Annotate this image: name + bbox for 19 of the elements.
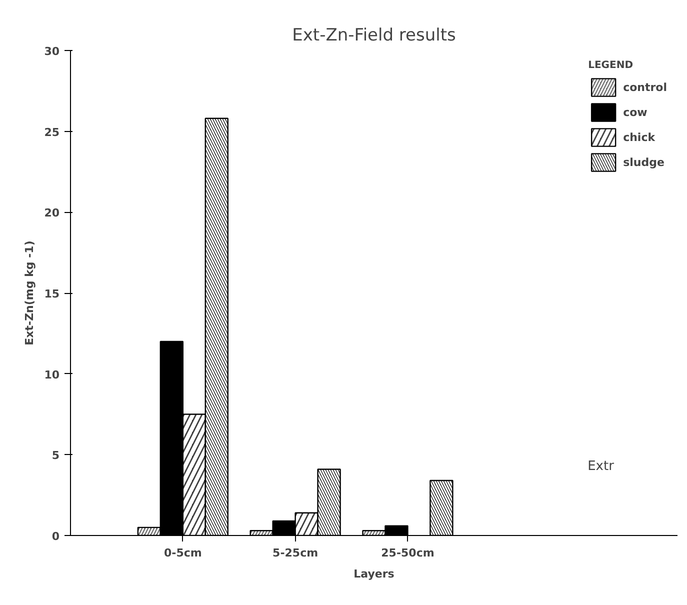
x-tick-label: 25-50cm [381, 546, 434, 560]
legend-label: control [623, 80, 667, 94]
x-axis-title: Layers [354, 568, 395, 580]
y-tick-label: 10 [44, 368, 60, 382]
chart-title: Ext-Zn-Field results [292, 26, 456, 46]
legend-title: LEGEND [588, 60, 634, 71]
y-tick-label: 5 [52, 449, 60, 462]
x-tick-label: 5-25cm [272, 546, 318, 560]
legend-label: cow [623, 106, 648, 118]
y-axis-title: Ext-Zn(mg kg -1) [23, 240, 36, 346]
y-tick-label: 20 [44, 206, 60, 220]
y-tick-label: 30 [44, 45, 60, 58]
legend-label: sludge [623, 156, 664, 168]
y-tick-label: 25 [44, 126, 60, 139]
x-tick-label: 0-5cm [164, 546, 202, 560]
text: Extr [588, 459, 615, 474]
y-tick-label: 15 [44, 288, 60, 300]
y-tick-label: 0 [52, 530, 60, 543]
legend-label: chick [623, 130, 656, 144]
